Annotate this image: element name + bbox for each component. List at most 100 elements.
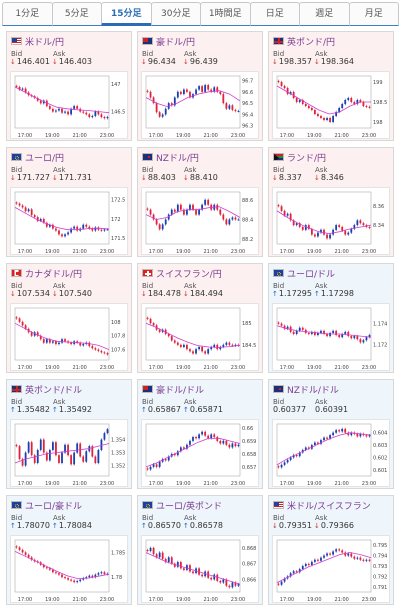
price-chart[interactable]: 199 198.5 198 17:00 19:00 21:00 23:00: [272, 71, 390, 139]
pair-name[interactable]: スイスフラン/円: [156, 269, 222, 280]
currency-card[interactable]: ユーロ/ドル Bid Ask ↑1.17295 ↑1.17298 1.174 1.172 17…: [268, 263, 394, 373]
currency-card[interactable]: ランド/円 Bid Ask ↓8.337 ↓8.346 8.36 8.34 17:00 19:0…: [268, 147, 394, 257]
candle-up: [289, 92, 292, 94]
price-chart[interactable]: 0.66 0.659 0.658 0.657 17:00 19:00 21:00 23:00: [141, 419, 259, 487]
price-chart[interactable]: 88.6 88.4 88.2 17:00 19:00 21:00 23:00: [141, 187, 259, 255]
pair-title[interactable]: ユーロ/英ポンド: [142, 499, 223, 512]
price-chart[interactable]: 0.604 0.603 0.602 0.601 17:00 19:00 21:00 23:00: [272, 419, 390, 487]
tab-5[interactable]: 日足: [249, 2, 300, 26]
currency-card[interactable]: ユーロ/円 Bid Ask ↓171.727 ↓171.731 172.5 172 171.5…: [6, 147, 132, 257]
candle-up: [94, 574, 97, 578]
candle-up: [362, 340, 365, 343]
candle-up: [335, 225, 338, 230]
price-chart[interactable]: 8.36 8.34 17:00 19:00 21:00 23:00: [272, 187, 390, 255]
tab-7[interactable]: 月足: [348, 2, 399, 26]
x-tick-label: 17:00: [280, 249, 294, 255]
pair-name[interactable]: ユーロ/ドル: [287, 269, 336, 280]
pair-title[interactable]: スイスフラン/円: [142, 267, 222, 280]
price-chart[interactable]: 172.5 172 171.5 17:00 19:00 21:00 23:00: [10, 187, 128, 255]
y-tick-label: 0.657: [242, 465, 256, 471]
moving-average-line: [276, 85, 371, 115]
pair-title[interactable]: 米ドル/円: [11, 35, 65, 48]
currency-card[interactable]: NZドル/ドル Bid Ask 0.60377 0.60391 0.604 0.603 0.6…: [268, 379, 394, 489]
price-chart[interactable]: 1.174 1.172 17:00 19:00 21:00 23:00: [272, 303, 390, 371]
pair-name[interactable]: 米ドル/円: [25, 37, 65, 48]
pair-name[interactable]: 英ポンド/ドル: [25, 385, 83, 396]
pair-title[interactable]: 英ポンド/円: [273, 35, 336, 48]
price-chart[interactable]: 108 107.8 107.6 17:00 19:00 21:00 23:00: [10, 303, 128, 371]
y-tick-label: 185: [242, 321, 252, 327]
pair-name[interactable]: ユーロ/豪ドル: [25, 501, 83, 512]
pair-title[interactable]: 英ポンド/ドル: [11, 383, 83, 396]
price-chart[interactable]: 0.868 0.867 0.866 17:00 19:00 21:00 23:00: [141, 535, 259, 603]
candle-up: [347, 232, 350, 235]
pair-title[interactable]: 米ドル/スイスフラン: [273, 499, 371, 512]
pair-title[interactable]: NZドル/ドル: [273, 383, 339, 396]
currency-card[interactable]: 米ドル/円 Bid Ask ↓146.401 ↓146.403 147 146.5 17:00…: [6, 31, 132, 141]
currency-card[interactable]: カナダドル/円 Bid Ask ↓107.534 ↓107.540 108 107.8 107…: [6, 263, 132, 373]
pair-name[interactable]: カナダドル/円: [25, 269, 83, 280]
pair-name[interactable]: 豪ドル/円: [156, 37, 196, 48]
moving-average-line: [14, 443, 110, 464]
tab-6[interactable]: 週足: [299, 2, 350, 26]
candle-down: [195, 437, 197, 439]
pair-title[interactable]: NZドル/円: [142, 151, 199, 164]
candle-up: [149, 547, 152, 552]
pair-name[interactable]: 英ポンド/円: [287, 37, 336, 48]
pair-name[interactable]: NZドル/円: [156, 153, 199, 164]
candle-down: [64, 577, 66, 579]
tab-0[interactable]: 1分足: [2, 2, 53, 26]
pair-title[interactable]: カナダドル/円: [11, 267, 83, 280]
pair-title[interactable]: 豪ドル/ドル: [142, 383, 205, 396]
price-chart[interactable]: 96.7 96.6 96.5 96.4 96.3 17:00 19:00 21:00 23:00: [141, 71, 259, 139]
currency-card[interactable]: 英ポンド/ドル Bid Ask ↑1.35482 ↑1.35492 1.354 1.353 1…: [6, 379, 132, 489]
pair-name[interactable]: NZドル/ドル: [287, 385, 339, 396]
candle-down: [307, 563, 310, 565]
price-chart[interactable]: 147 146.5 17:00 19:00 21:00 23:00: [10, 71, 128, 139]
currency-card[interactable]: スイスフラン/円 Bid Ask ↓184.478 ↓184.494 185 184.5 17…: [137, 263, 263, 373]
pair-name[interactable]: ユーロ/円: [25, 153, 65, 164]
pair-title[interactable]: ユーロ/豪ドル: [11, 499, 83, 512]
candle-down: [18, 86, 21, 90]
currency-card[interactable]: ユーロ/英ポンド Bid Ask ↑0.86570 ↑0.86578 0.868 0.867…: [137, 495, 263, 605]
currency-card[interactable]: 豪ドル/円 Bid Ask ↓96.434 ↓96.439 96.7 96.6 96.5 96.…: [137, 31, 263, 141]
tab-2[interactable]: 15分足: [101, 2, 152, 26]
pair-name[interactable]: 米ドル/スイスフラン: [287, 501, 371, 512]
y-tick-label: 199: [373, 80, 383, 86]
candle-up: [295, 330, 298, 334]
pair-name[interactable]: 豪ドル/ドル: [156, 385, 205, 396]
candle-down: [207, 199, 210, 205]
candle-down: [88, 114, 91, 118]
currency-card[interactable]: 豪ドル/ドル Bid Ask ↑0.65867 ↑0.65871 0.66 0.659 0.6…: [137, 379, 263, 489]
pair-title[interactable]: 豪ドル/円: [142, 35, 196, 48]
price-chart[interactable]: 185 184.5 17:00 19:00 21:00 23:00: [141, 303, 259, 371]
candle-down: [94, 348, 97, 350]
tab-3[interactable]: 30分足: [150, 2, 201, 26]
currency-card[interactable]: NZドル/円 Bid Ask ↓88.403 ↓88.410 88.6 88.4 88.2 17…: [137, 147, 263, 257]
arrow-down-icon: ↓: [52, 290, 58, 298]
price-chart[interactable]: 1.785 1.78 17:00 19:00 21:00 23:00: [10, 535, 128, 603]
tab-4[interactable]: 1時間足: [200, 2, 251, 26]
pair-name[interactable]: ユーロ/英ポンド: [156, 501, 223, 512]
pair-title[interactable]: ランド/円: [273, 151, 327, 164]
candlestick-chart: 0.795 0.794 0.793 0.792 0.791 17:00 19:00 21:00…: [276, 539, 387, 603]
price-chart[interactable]: 0.795 0.794 0.793 0.792 0.791 17:00 19:00 21:00…: [272, 535, 390, 603]
candle-up: [195, 89, 197, 95]
candle-down: [100, 229, 103, 231]
pair-title[interactable]: ユーロ/円: [11, 151, 65, 164]
pair-name[interactable]: ランド/円: [287, 153, 327, 164]
x-tick-label: 23:00: [231, 365, 245, 371]
price-chart[interactable]: 1.354 1.353 1.352 17:00 19:00 21:00 23:00: [10, 419, 128, 487]
arrow-up-icon: ↑: [10, 406, 16, 414]
tab-1[interactable]: 5分足: [51, 2, 102, 26]
currency-card[interactable]: ユーロ/豪ドル Bid Ask ↑1.78070 ↑1.78084 1.785 1.78 17…: [6, 495, 132, 605]
currency-card[interactable]: 米ドル/スイスフラン Bid Ask ↓0.79351 ↓0.79366 0.795 0.7…: [268, 495, 394, 605]
arrow-down-icon: ↓: [272, 174, 278, 182]
pair-title[interactable]: ユーロ/ドル: [273, 267, 336, 280]
candle-down: [368, 559, 371, 561]
candle-up: [234, 344, 237, 346]
currency-card[interactable]: 英ポンド/円 Bid Ask ↓198.357 ↓198.364 199 198.5 198 1…: [268, 31, 394, 141]
candle-up: [192, 437, 194, 441]
candle-down: [61, 234, 63, 237]
candle-up: [204, 85, 207, 92]
